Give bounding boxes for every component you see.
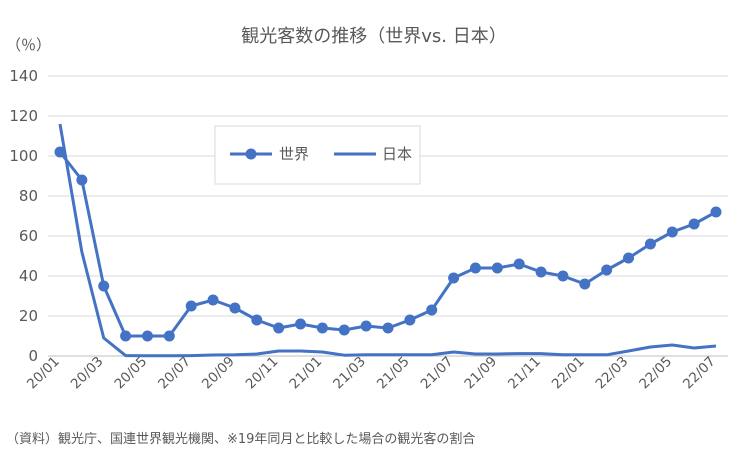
x-tick-label: 21/05 [374,354,413,393]
data-point-world [513,258,525,270]
data-point-world [185,300,197,312]
x-tick-label: 20/07 [155,354,194,393]
data-point-world [404,314,416,326]
data-point-world [163,330,175,342]
x-tick-label: 22/07 [680,354,719,393]
legend-label-japan: 日本 [382,145,412,163]
series-layer [54,123,722,358]
y-tick-label: 120 [9,107,38,125]
data-point-world [54,146,66,158]
y-axis-ticks: 0 20 40 60 80 100 120 140 [9,67,38,365]
x-tick-label: 21/07 [418,354,457,393]
y-tick-label: 80 [19,187,38,205]
chart-title: 観光客数の推移（世界vs. 日本） [241,26,506,47]
data-point-world [623,252,635,264]
data-point-world [98,280,110,292]
data-point-world [601,264,613,276]
legend: 世界 日本 [214,125,421,185]
data-point-world [579,278,591,290]
data-point-world [535,266,547,278]
x-tick-label: 21/01 [286,354,325,393]
data-point-world [207,294,219,306]
data-point-world [688,218,700,230]
data-point-world [76,174,88,186]
data-point-world [295,318,307,330]
x-tick-label: 21/09 [461,354,500,393]
data-point-world [338,324,350,336]
y-unit-label: （％） [6,36,51,54]
data-point-world [644,238,656,250]
data-point-world [448,272,460,284]
x-tick-label: 22/05 [636,354,675,393]
data-point-world [251,314,263,326]
x-axis-ticks: 20/01 20/03 20/05 20/07 20/09 20/11 21/01 21/03… [24,354,719,393]
data-point-world [273,322,285,334]
legend-marker-world [245,148,257,160]
y-tick-label: 100 [9,147,38,165]
x-tick-label: 20/05 [111,354,150,393]
series-world [54,146,722,342]
x-tick-label: 21/11 [505,354,544,393]
data-point-world [469,262,481,274]
x-tick-label: 22/03 [593,354,632,393]
x-tick-label: 20/09 [199,354,238,393]
x-tick-label: 22/01 [549,354,588,393]
series-japan [58,123,717,358]
data-point-world [710,206,722,218]
y-tick-label: 40 [19,267,38,285]
data-point-world [557,270,569,282]
line-japan [58,123,717,358]
legend-label-world: 世界 [279,145,309,163]
data-point-world [491,262,503,274]
data-point-world [666,226,678,238]
data-point-world [141,330,153,342]
x-tick-label: 21/03 [330,354,369,393]
data-point-world [426,304,438,316]
data-point-world [382,322,394,334]
x-tick-label: 20/11 [243,354,282,393]
data-point-world [229,302,241,314]
data-point-world [120,330,132,342]
y-tick-label: 20 [19,307,38,325]
gridlines [48,75,728,357]
x-tick-label: 20/03 [68,354,107,393]
source-note: （資料）観光庁、国連世界観光機関、※19年同月と比較した場合の観光客の割合 [6,431,475,447]
y-tick-label: 60 [19,227,38,245]
data-point-world [316,322,328,334]
y-tick-label: 0 [28,347,38,365]
y-tick-label: 140 [9,67,38,85]
data-point-world [360,320,372,332]
